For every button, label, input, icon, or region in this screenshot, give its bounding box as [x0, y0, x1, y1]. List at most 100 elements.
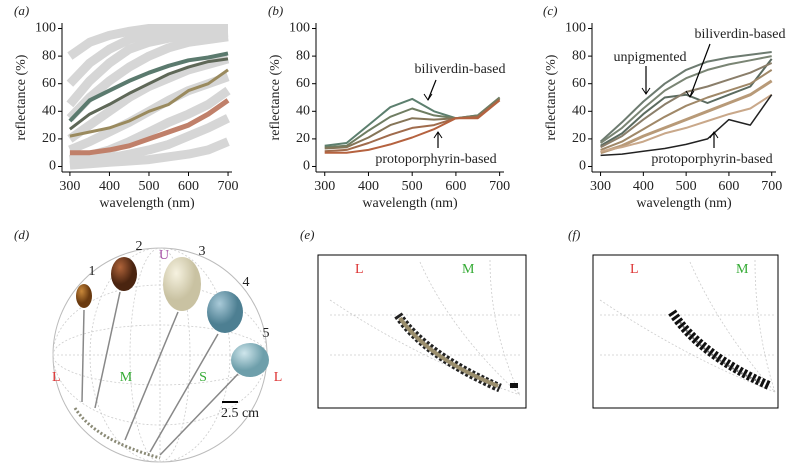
y-axis-label: reflectance (%): [544, 54, 559, 140]
annotation: biliverdin-based: [695, 27, 786, 42]
line: [66, 32, 229, 122]
x-axis-label: wavelength (nm): [636, 196, 732, 211]
annotation-arrow: [427, 79, 437, 101]
x-tick-label: 400: [99, 179, 120, 194]
x-tick-label: 700: [761, 179, 782, 194]
panel-label: (c): [543, 3, 557, 18]
line: [324, 98, 501, 150]
egg-number: 5: [263, 326, 270, 341]
chart: (c) 0 20 40 60 80 100 300 400 500 600 700 wavelength…: [543, 3, 785, 211]
annotation: unpigmented: [613, 50, 686, 65]
x-axis-label: wavelength (nm): [362, 196, 458, 211]
grid: [329, 259, 521, 396]
y-tick-label: 0: [579, 159, 586, 174]
line: [600, 94, 773, 157]
line: [324, 99, 501, 154]
grid: [599, 259, 776, 393]
frame: [592, 254, 779, 409]
points: [668, 309, 772, 391]
egg: [111, 257, 137, 291]
vertex-label: U: [159, 248, 169, 263]
y-tick-label: 40: [42, 104, 56, 119]
arrow-head: [641, 87, 651, 95]
panel-label: (f): [568, 227, 580, 242]
y-tick-label: 20: [572, 131, 586, 146]
panel-d: (d) U L M S L 1 2 3 4 5 2.5 cm: [14, 227, 283, 463]
frame: [317, 254, 527, 409]
x-tick-label: 600: [445, 179, 466, 194]
annotation: protoporphyrin-based: [651, 152, 772, 167]
line: [600, 79, 773, 155]
x-tick-label: 400: [358, 179, 379, 194]
x-tick-label: 300: [314, 179, 335, 194]
vertex-label: L: [274, 370, 283, 385]
line: [600, 55, 772, 144]
points: [398, 316, 499, 388]
panel-e: (e) L M: [300, 227, 527, 409]
line: [600, 58, 773, 147]
egg-number: 1: [89, 264, 96, 279]
panel-label: (b): [268, 3, 283, 18]
annotation-arrow: [689, 43, 711, 98]
y-tick-label: 80: [572, 48, 586, 63]
line: [66, 28, 229, 108]
annotation: biliverdin-based: [415, 62, 506, 77]
x-tick-label: 700: [218, 179, 239, 194]
egg-number: 3: [199, 244, 206, 259]
line: [69, 68, 229, 138]
y-axis-label: reflectance (%): [14, 54, 29, 140]
egg: [231, 343, 269, 377]
x-tick-label: 500: [402, 179, 423, 194]
y-axis-label: reflectance (%): [268, 54, 283, 140]
y-tick-label: 20: [42, 131, 56, 146]
vertex-label: S: [199, 370, 207, 385]
y-tick-label: 40: [296, 104, 310, 119]
line: [68, 51, 229, 123]
line: [600, 93, 773, 153]
y-tick-label: 80: [42, 48, 56, 63]
egg-number: 4: [243, 275, 250, 290]
y-tick-label: 60: [572, 76, 586, 91]
x-tick-label: 400: [633, 179, 654, 194]
points: [510, 383, 518, 388]
y-tick-label: 20: [296, 131, 310, 146]
y-tick-label: 0: [303, 159, 310, 174]
arrow-head: [685, 90, 695, 98]
panel-label: (a): [14, 3, 29, 18]
vertex-label: M: [120, 370, 133, 385]
egg-points: [73, 407, 161, 460]
chart: (a) 0 20 40 60 80 100 300 400 500 600 700 wavelength…: [14, 3, 239, 211]
arrow-head: [423, 93, 433, 101]
scale-bar-label: 2.5 cm: [221, 406, 259, 421]
y-tick-label: 40: [572, 104, 586, 119]
egg: [207, 291, 243, 333]
y-tick-label: 60: [42, 76, 56, 91]
panel-label: (e): [300, 227, 314, 242]
y-tick-label: 100: [35, 21, 56, 36]
line: [599, 51, 772, 143]
x-axis-label: wavelength (nm): [99, 196, 195, 211]
egg: [163, 257, 201, 311]
vertex-label: L: [355, 262, 364, 277]
y-tick-label: 0: [49, 159, 56, 174]
egg-number: 2: [136, 239, 143, 254]
x-tick-label: 700: [489, 179, 510, 194]
chart: (b) 0 20 40 60 80 100 300 400 500 600 700 wavelength…: [268, 3, 510, 211]
x-tick-label: 300: [590, 179, 611, 194]
vertex-label: M: [462, 262, 475, 277]
y-tick-label: 60: [296, 76, 310, 91]
arrows: [81, 291, 239, 456]
x-tick-label: 600: [178, 179, 199, 194]
arrow-head: [433, 131, 443, 139]
x-tick-label: 500: [138, 179, 159, 194]
y-tick-label: 100: [289, 21, 310, 36]
line: [69, 98, 230, 156]
x-tick-label: 500: [676, 179, 697, 194]
line: [66, 24, 228, 87]
line: [69, 137, 230, 170]
points: [679, 321, 761, 383]
vertex-label: M: [736, 262, 749, 277]
vertex-label: L: [630, 262, 639, 277]
annotation: protoporphyrin-based: [375, 152, 496, 167]
